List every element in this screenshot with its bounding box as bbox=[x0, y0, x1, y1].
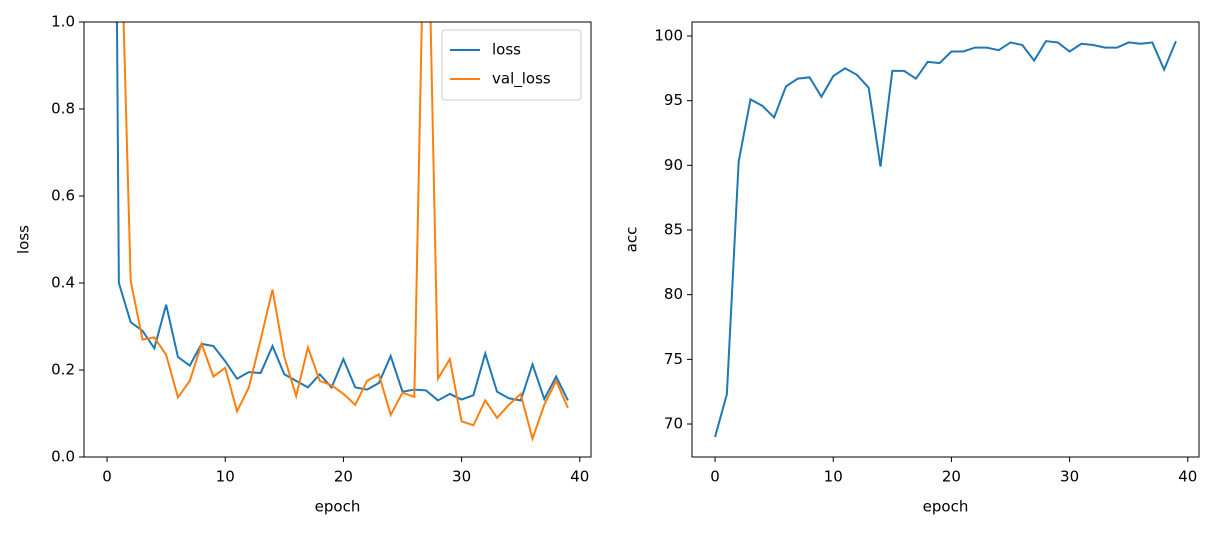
y-tick-label: 0.8 bbox=[51, 100, 75, 118]
data-line bbox=[714, 40, 1177, 438]
y-tick-label: 1.0 bbox=[51, 13, 75, 31]
x-tick-label: 20 bbox=[334, 468, 353, 486]
legend-label: val_loss bbox=[492, 70, 551, 89]
y-tick-label: 0.2 bbox=[51, 361, 75, 379]
axes-frame bbox=[691, 21, 1200, 458]
x-tick-label: 10 bbox=[216, 468, 235, 486]
x-axis-label: epoch bbox=[315, 498, 361, 516]
y-tick-label: 0.6 bbox=[51, 187, 75, 205]
y-tick-label: 85 bbox=[664, 220, 683, 238]
x-tick-label: 0 bbox=[710, 468, 720, 486]
y-axis-label: loss bbox=[15, 225, 33, 254]
x-tick-label: 30 bbox=[452, 468, 471, 486]
y-tick-label: 100 bbox=[654, 26, 683, 44]
x-axis-label: epoch bbox=[923, 498, 969, 516]
x-tick-label: 0 bbox=[102, 468, 112, 486]
y-tick-label: 90 bbox=[664, 156, 683, 174]
data-line bbox=[122, 22, 569, 443]
legend-box bbox=[441, 29, 582, 101]
y-tick-label: 80 bbox=[664, 285, 683, 303]
data-line bbox=[115, 22, 569, 402]
y-tick-label: 0.0 bbox=[51, 448, 75, 466]
y-tick-label: 70 bbox=[664, 415, 683, 433]
x-tick-label: 10 bbox=[824, 468, 843, 486]
x-tick-label: 20 bbox=[942, 468, 961, 486]
plot-area bbox=[115, 22, 569, 443]
x-tick-label: 30 bbox=[1060, 468, 1079, 486]
y-axis-label: acc bbox=[623, 227, 641, 253]
y-tick-label: 0.4 bbox=[51, 274, 75, 292]
y-tick-label: 95 bbox=[664, 91, 683, 109]
plot-area bbox=[714, 40, 1177, 438]
y-tick-label: 75 bbox=[664, 350, 683, 368]
legend-label: loss bbox=[492, 41, 521, 59]
axes-frame bbox=[83, 21, 592, 458]
x-tick-label: 40 bbox=[1178, 468, 1197, 486]
x-tick-label: 40 bbox=[570, 468, 589, 486]
